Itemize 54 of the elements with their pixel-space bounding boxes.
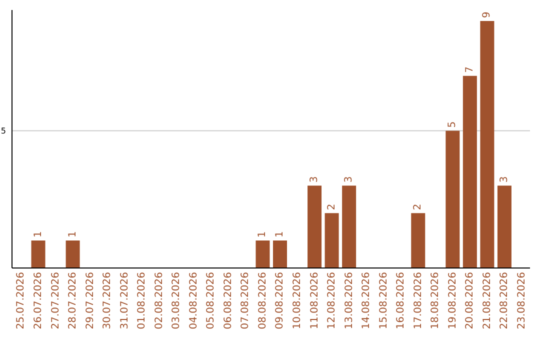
bar	[31, 240, 46, 268]
bar	[324, 213, 339, 268]
bar	[342, 186, 356, 268]
x-tick-label: 17.08.2026	[412, 272, 424, 330]
bar	[256, 240, 270, 268]
x-tick-label: 05.08.2026	[206, 272, 217, 330]
x-tick-label: 22.08.2026	[499, 272, 510, 330]
x-tick-label: 15.08.2026	[378, 272, 390, 330]
bar	[497, 186, 512, 268]
data-label: 3	[344, 176, 355, 183]
data-label: 1	[32, 231, 44, 238]
x-tick-label: 01.08.2026	[136, 272, 148, 330]
x-tick-label: 19.08.2026	[447, 272, 458, 330]
x-tick-label: 11.08.2026	[309, 272, 320, 330]
bar	[446, 130, 460, 268]
bar	[411, 213, 426, 268]
bar	[308, 186, 322, 268]
data-label: 1	[67, 231, 78, 238]
x-tick-label: 13.08.2026	[344, 272, 355, 330]
data-label: 7	[464, 66, 476, 73]
bar	[273, 240, 287, 268]
x-tick-label: 10.08.2026	[292, 272, 303, 330]
x-tick-label: 08.08.2026	[257, 272, 268, 330]
x-tick-label: 03.08.2026	[171, 272, 182, 330]
x-tick-label: 14.08.2026	[361, 272, 372, 330]
x-tick-label: 06.08.2026	[222, 272, 234, 330]
x-tick-label: 25.07.2026	[16, 272, 27, 330]
x-tick-label: 02.08.2026	[154, 272, 165, 330]
x-tick-label: 07.08.2026	[240, 272, 252, 330]
x-tick-label: 12.08.2026	[326, 272, 338, 330]
x-tick-label: 26.07.2026	[33, 272, 44, 330]
x-tick-label: 04.08.2026	[188, 272, 200, 330]
bar	[66, 240, 80, 268]
x-tick-label: 18.08.2026	[430, 272, 442, 330]
x-tick-label: 20.08.2026	[464, 272, 476, 330]
data-label: 5	[447, 121, 458, 128]
data-label: 3	[498, 176, 510, 183]
data-label: 2	[412, 204, 424, 210]
data-label: 1	[257, 231, 268, 238]
x-tick-label: 21.08.2026	[482, 272, 493, 330]
x-tick-label: 23.08.2026	[516, 272, 528, 330]
data-label: 9	[482, 12, 493, 18]
data-label: 3	[309, 176, 320, 183]
data-label: 2	[326, 204, 338, 210]
x-tick-label: 30.07.2026	[102, 272, 114, 330]
x-tick-label: 16.08.2026	[396, 272, 407, 330]
x-tick-label: 29.07.2026	[84, 272, 96, 330]
bar	[480, 20, 494, 268]
x-tick-label: 09.08.2026	[274, 272, 286, 330]
bar	[462, 76, 477, 268]
x-tick-label: 31.07.2026	[119, 272, 130, 330]
x-tick-label: 28.07.2026	[68, 272, 79, 330]
x-tick-label: 27.07.2026	[50, 272, 62, 330]
data-label: 1	[274, 231, 286, 238]
